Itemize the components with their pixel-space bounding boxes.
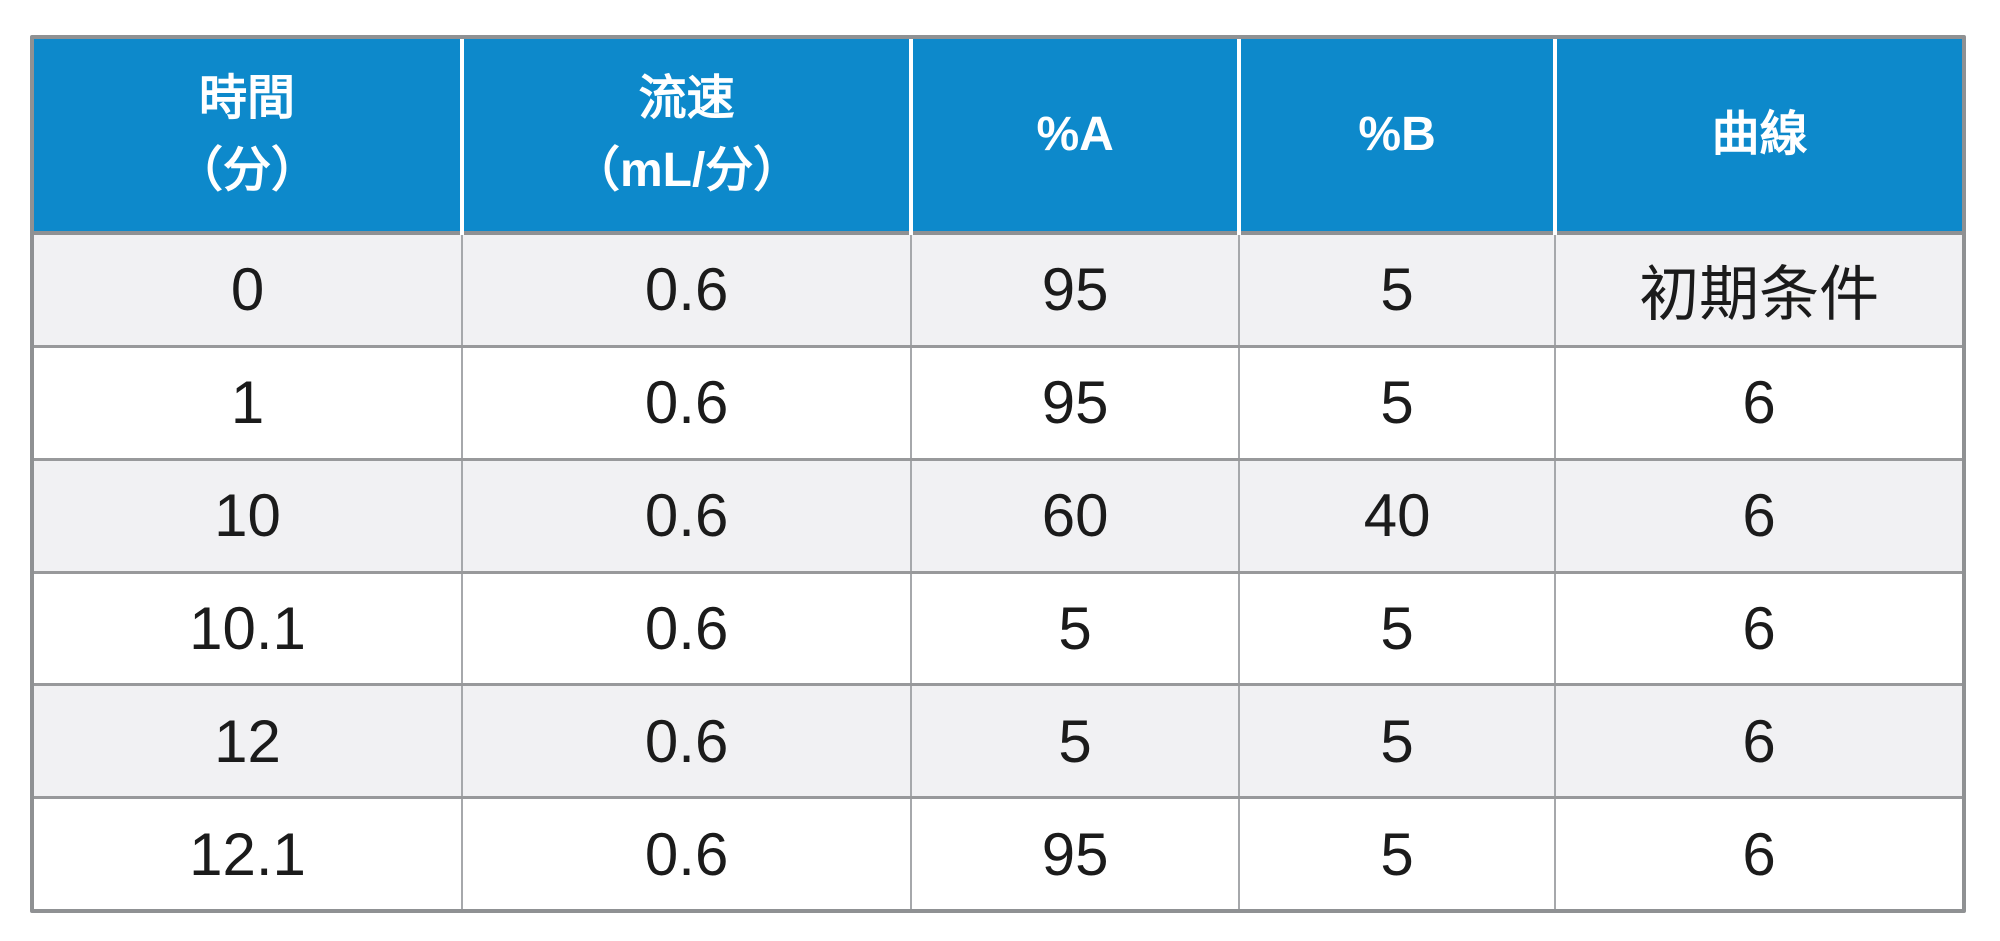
cell-time: 0	[34, 230, 463, 347]
cell-time: 12	[34, 683, 463, 798]
cell-flow-rate: 0.6	[461, 457, 912, 572]
cell-percent-a: 5	[910, 683, 1239, 798]
cell-flow-rate: 0.6	[461, 683, 912, 798]
cell-percent-a: 5	[910, 570, 1239, 685]
gradient-table-container: 時間 （分） 流速 （mL/分） %A %B 曲線 0 0.6 95 5 初期条…	[30, 35, 1966, 913]
table-row: 1 0.6 95 5 6	[34, 344, 1962, 460]
table-row: 12 0.6 5 5 6	[34, 683, 1962, 798]
cell-curve: 6	[1554, 796, 1962, 909]
cell-time: 12.1	[34, 796, 463, 909]
cell-curve: 6	[1554, 570, 1962, 685]
table-row: 10.1 0.6 5 5 6	[34, 570, 1962, 685]
cell-percent-a: 95	[910, 230, 1239, 347]
header-time: 時間 （分）	[34, 39, 463, 233]
cell-curve: 6	[1554, 683, 1962, 798]
cell-curve: 6	[1554, 457, 1962, 572]
cell-percent-b: 40	[1237, 457, 1556, 572]
cell-percent-a: 95	[910, 796, 1239, 909]
cell-flow-rate: 0.6	[461, 230, 912, 347]
cell-curve: 6	[1554, 344, 1962, 460]
table-row: 0 0.6 95 5 初期条件	[34, 230, 1962, 347]
header-percent-a: %A	[909, 39, 1239, 233]
cell-percent-a: 60	[910, 457, 1239, 572]
cell-time: 10.1	[34, 570, 463, 685]
cell-curve: 初期条件	[1554, 230, 1962, 347]
header-curve: 曲線	[1553, 39, 1962, 233]
header-flow-rate: 流速 （mL/分）	[460, 39, 912, 233]
cell-percent-a: 95	[910, 344, 1239, 460]
cell-time: 1	[34, 344, 463, 460]
cell-percent-b: 5	[1237, 683, 1556, 798]
cell-flow-rate: 0.6	[461, 796, 912, 909]
table-row: 10 0.6 60 40 6	[34, 457, 1962, 572]
header-percent-b: %B	[1236, 39, 1556, 233]
table-row: 12.1 0.6 95 5 6	[34, 796, 1962, 909]
cell-percent-b: 5	[1237, 570, 1556, 685]
cell-time: 10	[34, 457, 463, 572]
cell-percent-b: 5	[1237, 796, 1556, 909]
cell-flow-rate: 0.6	[461, 344, 912, 460]
cell-percent-b: 5	[1237, 230, 1556, 347]
cell-percent-b: 5	[1237, 344, 1556, 460]
cell-flow-rate: 0.6	[461, 570, 912, 685]
gradient-table: 時間 （分） 流速 （mL/分） %A %B 曲線 0 0.6 95 5 初期条…	[34, 39, 1962, 909]
header-row: 時間 （分） 流速 （mL/分） %A %B 曲線	[34, 39, 1962, 233]
